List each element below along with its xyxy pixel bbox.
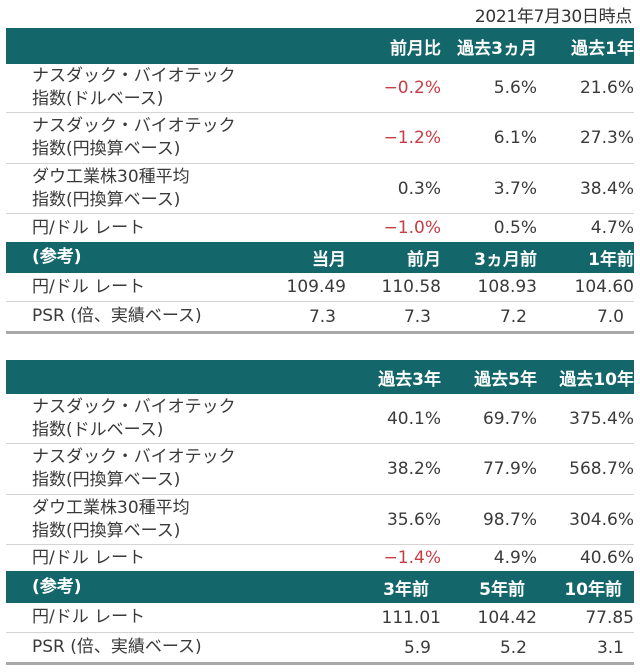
table-row: PSR (倍、実績ベース) 5.9 5.2 3.1 — [6, 633, 634, 665]
col-header: 前月比 — [390, 38, 441, 59]
cell-value: 7.3 — [308, 306, 336, 327]
table-row: 円/ドル レート 111.01 104.42 77.85 — [6, 603, 634, 633]
cell-value: 0.5% — [493, 218, 537, 238]
cell-value: 69.7% — [482, 408, 537, 429]
col-header: 10年前 — [564, 579, 622, 600]
table-row: ダウ工業株30種平均 指数(円換算ベース) 35.6% 98.7% 304.6% — [6, 495, 634, 545]
row-label: ダウ工業株30種平均 指数(円換算ベース) — [32, 166, 190, 210]
cell-value: 5.6% — [493, 78, 537, 98]
cell-value: 375.4% — [569, 408, 634, 429]
cell-value: 40.6% — [579, 548, 634, 568]
table-row: ダウ工業株30種平均 指数(円換算ベース) 0.3% 3.7% 38.4% — [6, 164, 634, 214]
cell-value: 111.01 — [381, 607, 441, 628]
reference-header: (参考) 3年前 5年前 10年前 — [6, 571, 634, 603]
cell-value: 38.4% — [579, 178, 634, 199]
col-header: 当月 — [312, 250, 346, 270]
performance-table-long-term: 過去3年 過去5年 過去10年 ナスダック・バイオテック 指数(ドルベース) 40… — [6, 360, 634, 665]
cell-value: 108.93 — [477, 277, 537, 297]
cell-value: 568.7% — [569, 459, 634, 479]
table-row: 円/ドル レート −1.4% 4.9% 40.6% — [6, 545, 634, 571]
cell-value: 5.9 — [403, 637, 431, 658]
cell-value: 3.7% — [493, 178, 537, 199]
col-header: 過去10年 — [559, 369, 634, 390]
table-header: 前月比 過去3ヵ月 過去1年 — [6, 28, 634, 64]
cell-value: 5.2 — [499, 637, 527, 658]
cell-value: 104.60 — [574, 277, 634, 297]
table-row: PSR (倍、実績ベース) 7.3 7.3 7.2 7.0 — [6, 302, 634, 334]
row-label: 円/ドル レート — [32, 217, 146, 238]
cell-value: 4.9% — [493, 548, 537, 568]
reference-header: (参考) 当月 前月 3ヵ月前 1年前 — [6, 242, 634, 273]
cell-value: 98.7% — [482, 509, 537, 530]
col-header: 前月 — [407, 250, 441, 270]
cell-value: 6.1% — [493, 128, 537, 148]
table-row: ナスダック・バイオテック 指数(ドルベース) 40.1% 69.7% 375.4% — [6, 394, 634, 444]
cell-value: 304.6% — [569, 509, 634, 530]
col-header: 1年前 — [588, 250, 634, 270]
cell-value: 104.42 — [477, 607, 537, 628]
table-row: ナスダック・バイオテック 指数(ドルベース) −0.2% 5.6% 21.6% — [6, 64, 634, 113]
col-header: 3年前 — [383, 579, 429, 600]
table-row: ナスダック・バイオテック 指数(円換算ベース) −1.2% 6.1% 27.3% — [6, 113, 634, 164]
row-label: ダウ工業株30種平均 指数(円換算ベース) — [32, 497, 190, 541]
cell-value: 38.2% — [386, 459, 441, 479]
row-label: 円/ドル レート — [32, 276, 146, 297]
row-label: ナスダック・バイオテック 指数(ドルベース) — [32, 396, 236, 440]
row-label: ナスダック・バイオテック 指数(円換算ベース) — [32, 116, 236, 159]
col-header: 過去3年 — [378, 369, 441, 390]
col-header: 過去5年 — [474, 369, 537, 390]
col-header: 3ヵ月前 — [474, 250, 537, 270]
cell-value: −1.0% — [383, 218, 441, 238]
cell-value: 21.6% — [579, 78, 634, 98]
col-header: 過去3ヵ月 — [457, 38, 537, 59]
reference-label: (参考) — [32, 247, 82, 267]
cell-value: 0.3% — [397, 178, 441, 199]
cell-value: 7.0 — [596, 306, 624, 327]
row-label: ナスダック・バイオテック 指数(円換算ベース) — [32, 447, 236, 490]
cell-value: −0.2% — [383, 78, 441, 98]
cell-value: 7.3 — [403, 306, 431, 327]
as-of-date: 2021年7月30日時点 — [474, 7, 632, 27]
cell-value: 77.85 — [585, 607, 634, 628]
table-row: 円/ドル レート −1.0% 0.5% 4.7% — [6, 214, 634, 242]
table-row: ナスダック・バイオテック 指数(円換算ベース) 38.2% 77.9% 568.7… — [6, 444, 634, 495]
row-label: ナスダック・バイオテック 指数(ドルベース) — [32, 66, 236, 109]
cell-value: 109.49 — [286, 277, 346, 297]
table-header: 過去3年 過去5年 過去10年 — [6, 360, 634, 394]
table-row: 円/ドル レート 109.49 110.58 108.93 104.60 — [6, 273, 634, 302]
performance-table-short-term: 前月比 過去3ヵ月 過去1年 ナスダック・バイオテック 指数(ドルベース) −0.… — [6, 28, 634, 334]
cell-value: 35.6% — [386, 509, 441, 530]
cell-value: 4.7% — [590, 218, 634, 238]
cell-value: −1.4% — [383, 548, 441, 568]
row-label: 円/ドル レート — [32, 607, 146, 627]
cell-value: 110.58 — [381, 277, 441, 297]
reference-label: (参考) — [32, 576, 82, 597]
cell-value: 7.2 — [499, 306, 527, 327]
row-label: 円/ドル レート — [32, 547, 146, 568]
col-header: 過去1年 — [571, 38, 634, 59]
cell-value: 27.3% — [579, 128, 634, 148]
cell-value: 77.9% — [482, 459, 537, 479]
cell-value: 40.1% — [386, 408, 441, 429]
cell-value: 3.1 — [596, 637, 624, 658]
col-header: 5年前 — [479, 579, 525, 600]
row-label: PSR (倍、実績ベース) — [32, 637, 202, 657]
cell-value: −1.2% — [383, 128, 441, 148]
row-label: PSR (倍、実績ベース) — [32, 306, 202, 326]
